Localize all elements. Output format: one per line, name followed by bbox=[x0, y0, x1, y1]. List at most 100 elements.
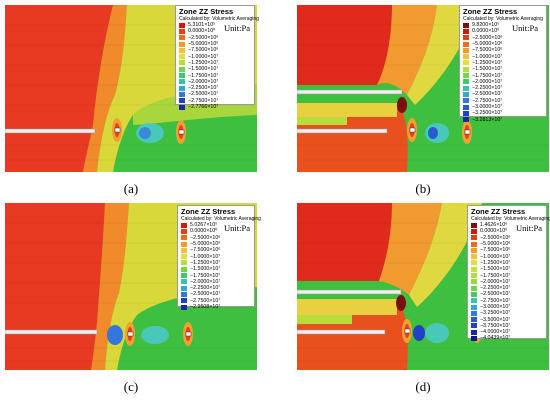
legend-value: −2.7500×10⁷ bbox=[472, 97, 503, 104]
legend-value: −2.0000×10⁷ bbox=[190, 278, 221, 285]
legend-entry: −2.9508×10⁷ bbox=[181, 304, 251, 310]
legend-entry: −7.5000×10⁶ bbox=[179, 47, 251, 53]
legend-entry: −2.7766×10⁷ bbox=[179, 104, 251, 110]
legend-swatch bbox=[471, 228, 477, 234]
legend-d: Zone ZZ Stress Calculated by: Volumetric… bbox=[467, 205, 550, 342]
legend-value: −2.5000×10⁶ bbox=[480, 234, 511, 241]
panel-label-b: (b) bbox=[415, 181, 431, 196]
legend-entry: −5.0000×10⁶ bbox=[463, 41, 543, 47]
legend-entry: −2.2500×10⁷ bbox=[181, 285, 251, 291]
legend-swatch bbox=[181, 285, 187, 291]
legend-value: −5.0000×10⁶ bbox=[188, 41, 219, 48]
legend-unit: Unit:Pa bbox=[224, 23, 250, 33]
legend-entry: 5.3101×10⁵ bbox=[179, 22, 251, 28]
legend-rows: 1.4626×10⁶ 0.0000×10⁰ −2.5000×10⁶ −5.0000×1… bbox=[471, 222, 543, 342]
legend-swatch bbox=[179, 104, 185, 110]
legend-value: 0.0000×10⁰ bbox=[472, 28, 500, 35]
legend-swatch bbox=[471, 247, 477, 253]
legend-value: −7.5000×10⁶ bbox=[480, 247, 511, 254]
legend-entry: −1.0000×10⁷ bbox=[181, 253, 251, 260]
legend-swatch bbox=[179, 47, 185, 53]
legend-value: −2.5000×10⁷ bbox=[188, 91, 219, 98]
legend-swatch bbox=[181, 241, 187, 247]
legend-swatch bbox=[463, 35, 469, 41]
legend-value: −2.2500×10⁷ bbox=[190, 285, 221, 292]
legend-value: −2.2500×10⁷ bbox=[480, 285, 511, 292]
legend-value: 5.0267×10⁵ bbox=[190, 222, 218, 229]
legend-swatch bbox=[463, 28, 469, 34]
legend-value: −2.5000×10⁷ bbox=[472, 91, 503, 98]
legend-value: −1.2500×10⁷ bbox=[188, 59, 219, 66]
legend-entry: −5.0000×10⁶ bbox=[471, 241, 543, 247]
legend-value: −1.5000×10⁷ bbox=[190, 266, 221, 273]
legend-value: −7.5000×10⁶ bbox=[188, 47, 219, 54]
legend-value: −1.5000×10⁷ bbox=[480, 266, 511, 273]
legend-entry: −2.2500×10⁷ bbox=[471, 285, 543, 291]
legend-value: −2.5000×10⁷ bbox=[190, 291, 221, 298]
legend-subtitle: Calculated by: Volumetric Averaging bbox=[471, 216, 550, 222]
legend-value: −3.0000×10⁷ bbox=[472, 104, 503, 110]
panel-label-a: (a) bbox=[123, 181, 139, 196]
legend-value: −1.0000×10⁷ bbox=[190, 253, 221, 260]
legend-value: −3.2813×10⁷ bbox=[472, 116, 503, 123]
legend-value: −1.2500×10⁷ bbox=[472, 59, 503, 66]
legend-entry: 0.0000×10⁰ bbox=[179, 28, 251, 34]
legend-value: −2.5000×10⁷ bbox=[480, 291, 511, 298]
legend-swatch bbox=[463, 117, 469, 123]
legend-entry: −2.7500×10⁷ bbox=[471, 298, 543, 304]
legend-value: −2.0000×10⁷ bbox=[472, 78, 503, 85]
legend-entry: −3.2500×10⁷ bbox=[471, 310, 543, 316]
legend-title: Zone ZZ Stress bbox=[179, 7, 234, 16]
legend-swatch bbox=[463, 91, 469, 97]
legend-swatch bbox=[181, 304, 187, 310]
legend-value: −1.0000×10⁷ bbox=[188, 53, 219, 60]
legend-entry: −4.0000×10⁷ bbox=[471, 329, 543, 335]
legend-swatch bbox=[471, 241, 477, 247]
legend-swatch bbox=[179, 22, 185, 28]
legend-entry: −1.0000×10⁷ bbox=[471, 253, 543, 260]
legend-swatch bbox=[471, 235, 477, 241]
legend-entry: −1.2500×10⁷ bbox=[181, 260, 251, 266]
legend-value: −2.2500×10⁷ bbox=[188, 85, 219, 92]
legend-value: −1.7500×10⁷ bbox=[188, 72, 219, 79]
legend-swatch bbox=[179, 91, 185, 97]
legend-subtitle: Calculated by: Volumetric Averaging bbox=[181, 216, 261, 222]
legend-entry: −1.2500×10⁷ bbox=[463, 60, 543, 66]
legend-value: −4.0000×10⁷ bbox=[480, 329, 511, 336]
legend-value: −2.5000×10⁶ bbox=[190, 234, 221, 241]
legend-value: 1.4626×10⁶ bbox=[480, 222, 508, 229]
legend-entry: −2.2500×10⁷ bbox=[179, 85, 251, 91]
legend-swatch bbox=[181, 279, 187, 285]
legend-swatch bbox=[181, 291, 187, 297]
legend-entry: −1.5000×10⁷ bbox=[463, 66, 543, 72]
legend-swatch bbox=[463, 110, 469, 116]
legend-swatch bbox=[471, 298, 477, 304]
legend-entry: −2.7500×10⁷ bbox=[179, 98, 251, 104]
legend-entry: −2.5000×10⁷ bbox=[181, 291, 251, 297]
legend-swatch bbox=[181, 260, 187, 266]
legend-value: −1.5000×10⁷ bbox=[472, 66, 503, 73]
legend-value: −2.0000×10⁷ bbox=[480, 278, 511, 285]
legend-value: −3.7500×10⁷ bbox=[480, 322, 511, 329]
legend-entry: −1.2500×10⁷ bbox=[179, 60, 251, 66]
legend-value: −3.5000×10⁷ bbox=[480, 316, 511, 323]
legend-entry: −2.0000×10⁷ bbox=[179, 79, 251, 85]
legend-value: −5.0000×10⁶ bbox=[480, 241, 511, 248]
legend-entry: −3.5000×10⁷ bbox=[471, 316, 543, 323]
legend-swatch bbox=[181, 266, 187, 272]
legend-swatch bbox=[471, 222, 477, 228]
legend-value: −5.0000×10⁶ bbox=[190, 241, 221, 248]
legend-swatch bbox=[179, 60, 185, 66]
legend-entry: −1.7500×10⁷ bbox=[179, 72, 251, 79]
legend-swatch bbox=[179, 98, 185, 104]
legend-entry: −1.7500×10⁷ bbox=[463, 72, 543, 79]
legend-value: −2.7500×10⁷ bbox=[480, 297, 511, 304]
legend-value: −1.7500×10⁷ bbox=[472, 72, 503, 79]
legend-swatch bbox=[471, 323, 477, 329]
legend-value: 0.0000×10⁰ bbox=[480, 228, 508, 235]
legend-entry: −7.5000×10⁶ bbox=[181, 247, 251, 253]
legend-b: Zone ZZ Stress Calculated by: Volumetric… bbox=[459, 5, 547, 123]
legend-title: Zone ZZ Stress bbox=[471, 207, 526, 216]
legend-entry: −2.0000×10⁷ bbox=[471, 279, 543, 285]
legend-swatch bbox=[471, 304, 477, 310]
